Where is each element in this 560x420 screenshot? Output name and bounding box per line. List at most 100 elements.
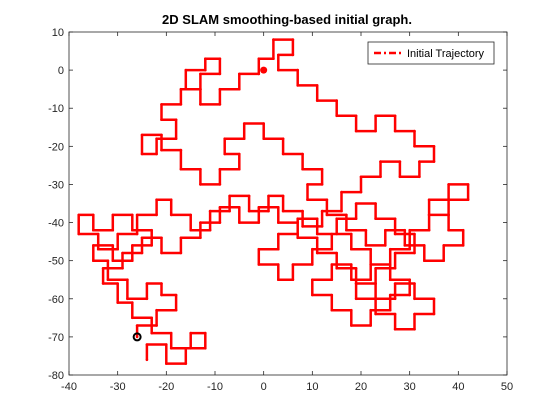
trajectory-point xyxy=(160,103,163,106)
trajectory-point xyxy=(247,209,251,213)
trajectory-point xyxy=(160,251,163,255)
trajectory-point xyxy=(155,324,158,327)
trajectory-point xyxy=(379,160,382,163)
trajectory-point xyxy=(296,236,300,240)
trajectory-point xyxy=(228,194,231,198)
trajectory-point xyxy=(140,152,144,156)
trajectory-point xyxy=(135,232,139,236)
trajectory-point xyxy=(96,247,100,251)
y-tick-label: 10 xyxy=(52,27,64,39)
trajectory-point xyxy=(335,267,339,270)
legend-box xyxy=(367,41,495,65)
trajectory-point xyxy=(267,209,270,213)
y-tick-label: 0 xyxy=(58,65,64,77)
trajectory-point xyxy=(393,282,397,285)
trajectory-point xyxy=(189,331,192,335)
trajectory-point xyxy=(179,167,183,171)
trajectory-point xyxy=(296,68,300,72)
trajectory-point xyxy=(388,308,392,312)
trajectory-point xyxy=(277,221,280,224)
trajectory-point xyxy=(77,232,80,236)
trajectory-point xyxy=(277,263,280,266)
trajectory-point xyxy=(121,251,124,255)
trajectory-point xyxy=(408,278,412,282)
trajectory-point xyxy=(315,99,319,102)
trajectory-point xyxy=(345,213,348,217)
trajectory-point xyxy=(335,114,339,118)
trajectory-point xyxy=(413,328,416,331)
trajectory-point xyxy=(204,331,207,335)
trajectory-point xyxy=(413,145,416,148)
trajectory-point xyxy=(354,282,358,285)
trajectory-point xyxy=(388,293,392,297)
trajectory-point xyxy=(418,160,421,163)
legend[interactable]: Initial Trajectory xyxy=(367,41,495,65)
trajectory-point xyxy=(145,297,149,301)
trajectory-point xyxy=(296,217,300,220)
trajectory-point xyxy=(184,347,188,350)
trajectory-point xyxy=(257,247,261,251)
trajectory-point xyxy=(140,251,144,255)
x-tick-label: 40 xyxy=(452,381,464,393)
trajectory-point xyxy=(335,251,339,255)
x-tick-label: 0 xyxy=(261,381,267,393)
trajectory-point xyxy=(101,282,105,285)
trajectory-point xyxy=(111,228,115,232)
trajectory-point xyxy=(218,183,222,186)
trajectory-point xyxy=(281,137,285,140)
trajectory-point xyxy=(204,347,207,350)
trajectory-point xyxy=(315,232,319,236)
trajectory-point xyxy=(413,232,416,236)
trajectory-point xyxy=(242,122,246,125)
trajectory-point xyxy=(369,247,373,251)
x-tick-label: -10 xyxy=(207,381,223,393)
trajectory-point xyxy=(96,232,100,236)
trajectory-point xyxy=(359,190,363,194)
trajectory-point xyxy=(447,183,450,186)
trajectory-point xyxy=(257,57,261,60)
trajectory-point xyxy=(242,137,246,140)
trajectory-point xyxy=(442,244,446,247)
trajectory-point xyxy=(267,194,270,198)
x-tick-label: -20 xyxy=(158,381,174,393)
trajectory-point xyxy=(393,129,397,133)
x-tick-label: 30 xyxy=(404,381,416,393)
trajectory-point xyxy=(393,251,397,255)
trajectory-point xyxy=(359,175,363,179)
trajectory-point xyxy=(223,137,226,140)
trajectory-point xyxy=(335,217,339,220)
trajectory-point xyxy=(325,198,329,201)
trajectory-point xyxy=(238,206,241,209)
trajectory-point xyxy=(208,228,212,232)
trajectory-point xyxy=(111,244,115,247)
trajectory-point xyxy=(257,206,261,209)
trajectory-point xyxy=(199,221,202,224)
trajectory-point xyxy=(228,209,231,213)
trajectory-point xyxy=(301,167,304,171)
trajectory-point xyxy=(369,308,373,312)
trajectory-point xyxy=(218,72,222,76)
trajectory-point xyxy=(330,293,334,297)
trajectory-point xyxy=(296,232,300,236)
trajectory-point xyxy=(101,267,105,270)
trajectory-point xyxy=(423,244,426,247)
trajectory-point xyxy=(427,228,431,232)
trajectory-point xyxy=(408,293,412,297)
trajectory-point xyxy=(257,263,261,266)
trajectory-point xyxy=(388,278,392,282)
trajectory-point xyxy=(169,331,173,335)
trajectory-point xyxy=(199,183,202,186)
trajectory-point xyxy=(369,278,373,282)
trajectory-point xyxy=(262,137,266,140)
trajectory-point xyxy=(199,87,202,91)
trajectory-point xyxy=(447,198,450,201)
trajectory-point xyxy=(291,263,295,266)
trajectory-point xyxy=(423,259,426,263)
trajectory-point xyxy=(296,84,300,87)
trajectory-point xyxy=(388,247,392,251)
trajectory-point xyxy=(204,57,207,60)
chart-title: 2D SLAM smoothing-based initial graph. xyxy=(162,12,412,27)
trajectory-point xyxy=(150,244,153,247)
trajectory-point xyxy=(320,183,324,186)
trajectory-point xyxy=(461,244,465,247)
